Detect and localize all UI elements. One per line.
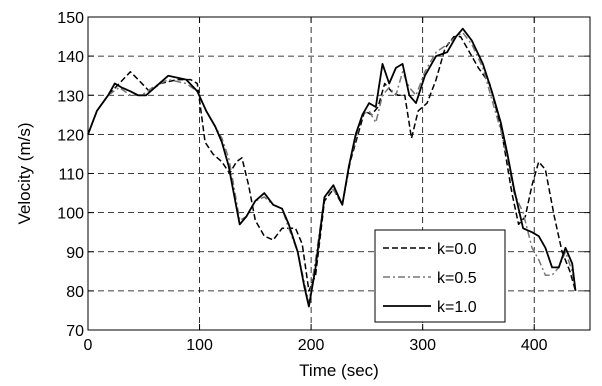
legend-label: k=0.0 bbox=[437, 241, 477, 258]
y-tick-label: 130 bbox=[57, 88, 84, 105]
grid bbox=[88, 17, 590, 330]
series-lines bbox=[87, 27, 577, 308]
tick-marks-and-labels: 0 100 200 300 400 70 80 90 100 110 120 130 140 150 bbox=[57, 10, 590, 354]
legend: k=0.0 k=0.5 k=1.0 bbox=[374, 229, 506, 323]
legend-label: k=1.0 bbox=[437, 299, 477, 316]
x-tick-label: 300 bbox=[409, 337, 436, 354]
series-line-k=0.0 bbox=[87, 35, 577, 292]
x-tick-label: 0 bbox=[84, 337, 93, 354]
y-tick-label: 80 bbox=[66, 284, 84, 301]
x-tick-label: 100 bbox=[186, 337, 213, 354]
x-axis-label: Time (sec) bbox=[299, 361, 379, 380]
series-line-k=1.0 bbox=[87, 27, 577, 308]
x-tick-label: 200 bbox=[298, 337, 325, 354]
y-tick-label: 120 bbox=[57, 127, 84, 144]
y-tick-label: 150 bbox=[57, 10, 84, 27]
y-axis-label: Velocity (m/s) bbox=[15, 122, 34, 224]
y-tick-label: 70 bbox=[66, 323, 84, 340]
y-tick-label: 100 bbox=[57, 206, 84, 223]
legend-label: k=0.5 bbox=[437, 270, 477, 287]
x-tick-label: 400 bbox=[521, 337, 548, 354]
y-tick-label: 110 bbox=[58, 167, 84, 184]
y-tick-label: 90 bbox=[66, 245, 84, 262]
y-tick-label: 140 bbox=[57, 49, 84, 66]
